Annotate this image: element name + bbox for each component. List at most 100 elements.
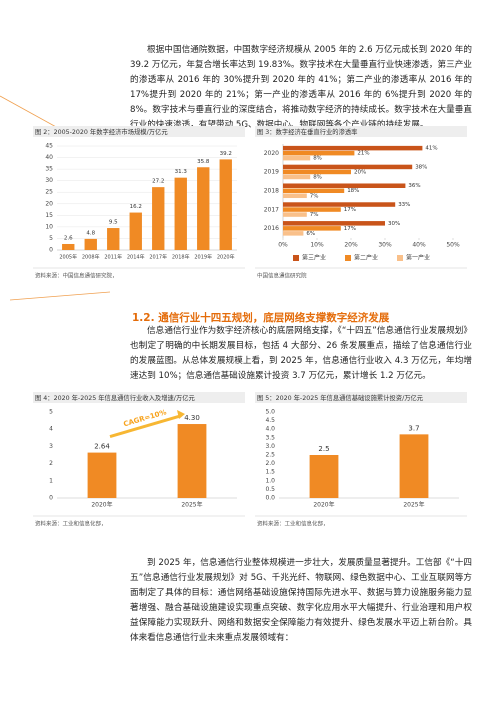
y-tick-label: 3.0 bbox=[265, 443, 275, 450]
y-tick-label: 35 bbox=[45, 166, 53, 173]
bar bbox=[152, 187, 165, 250]
title-band bbox=[255, 392, 467, 403]
bar bbox=[309, 455, 339, 498]
data-label: 2.6 bbox=[64, 235, 73, 241]
x-tick-label: 2008年 bbox=[82, 254, 100, 261]
y-tick-label: 1.5 bbox=[265, 469, 275, 476]
source: 资料来源：中国信息通信研究院， bbox=[35, 272, 118, 280]
chart: 图 5：2020 年-2025 年信息通信基础设施累计投资/万亿元资料来源：工业… bbox=[255, 392, 467, 528]
bar bbox=[283, 150, 355, 156]
x-tick-label: 20% bbox=[344, 242, 358, 249]
bar bbox=[399, 434, 429, 498]
title-band bbox=[33, 392, 245, 403]
bar bbox=[174, 177, 187, 250]
data-label: 3.7 bbox=[408, 424, 419, 432]
y-tick-label: 4.5 bbox=[265, 417, 275, 424]
x-tick-label: 10% bbox=[310, 242, 324, 249]
y-tick-label: 3 bbox=[49, 443, 53, 450]
y-tick-label: 4 bbox=[49, 426, 53, 433]
y-tick-label: 10 bbox=[45, 223, 53, 230]
y-tick-label: 2017 bbox=[264, 206, 279, 213]
data-label: 7% bbox=[310, 193, 319, 199]
bar bbox=[283, 188, 345, 194]
y-tick-label: 2.5 bbox=[265, 452, 275, 459]
bar bbox=[283, 212, 307, 217]
y-tick-label: 0 bbox=[49, 247, 53, 254]
paragraph: 信息通信行业作为数字经济核心的底层网络支撑，《“十四五”信息通信行业发展规划》也… bbox=[130, 326, 472, 381]
chart-title: 图 2：2005-2020 年数字经济市场规模/万亿元 bbox=[35, 127, 168, 136]
bar bbox=[197, 167, 210, 250]
source: 资料来源：工业和信息化部， bbox=[35, 520, 107, 528]
y-tick-label: 20 bbox=[45, 200, 53, 207]
data-label: 30% bbox=[388, 221, 400, 227]
y-tick-label: 1 bbox=[49, 477, 53, 484]
y-tick-label: 3.5 bbox=[265, 434, 275, 441]
bar bbox=[107, 228, 120, 250]
bar bbox=[283, 221, 385, 226]
source: 中国信息通信研究院 bbox=[257, 272, 307, 280]
y-tick-label: 1.0 bbox=[265, 477, 275, 484]
y-tick-label: 0.5 bbox=[265, 486, 275, 493]
x-tick-label: 40% bbox=[412, 242, 426, 249]
data-label: 35.8 bbox=[197, 159, 210, 165]
bar bbox=[283, 183, 406, 188]
paragraph: 到 2025 年，信息通信行业整体规模进一步壮大，发展质量显著提升。工信部《“十… bbox=[130, 558, 472, 643]
bar bbox=[283, 226, 341, 231]
data-label: 38% bbox=[415, 164, 427, 170]
x-tick-label: 2018年 bbox=[172, 254, 190, 261]
data-label: 39.2 bbox=[220, 151, 232, 157]
bar bbox=[87, 452, 117, 498]
title-band bbox=[255, 126, 467, 137]
data-label: 6% bbox=[306, 231, 315, 237]
bar bbox=[177, 424, 207, 498]
legend-label: 第一产业 bbox=[406, 254, 430, 262]
y-tick-label: 0.0 bbox=[265, 495, 275, 502]
x-tick-label: 2020年 bbox=[217, 254, 235, 261]
x-tick-label: 2019年 bbox=[194, 254, 212, 261]
y-tick-label: 2020 bbox=[264, 150, 279, 157]
chart-title: 图 3：数字经济在垂直行业的渗透率 bbox=[257, 127, 357, 136]
legend-swatch bbox=[397, 255, 403, 261]
legend-swatch bbox=[293, 255, 299, 261]
legend-swatch bbox=[345, 255, 351, 261]
data-label: 4.30 bbox=[184, 414, 200, 422]
bar bbox=[84, 238, 97, 250]
x-tick-label: 50% bbox=[446, 242, 460, 249]
y-tick-label: 2016 bbox=[264, 225, 279, 232]
data-label: 36% bbox=[408, 183, 420, 189]
y-tick-label: 2018 bbox=[264, 188, 279, 195]
y-tick-label: 40 bbox=[45, 154, 53, 161]
data-label: 27.2 bbox=[152, 179, 164, 185]
bar bbox=[283, 202, 396, 207]
data-label: 7% bbox=[310, 212, 319, 218]
y-tick-label: 2019 bbox=[264, 169, 279, 176]
bar bbox=[219, 159, 232, 250]
bar bbox=[62, 243, 75, 250]
bar bbox=[283, 169, 351, 175]
bar bbox=[129, 212, 142, 250]
annotation-arrow bbox=[109, 414, 181, 439]
data-label: 2.64 bbox=[94, 443, 110, 451]
bar bbox=[283, 145, 423, 151]
data-label: 17% bbox=[344, 226, 356, 232]
x-tick-label: 2025年 bbox=[181, 501, 202, 509]
x-tick-label: 2011年 bbox=[104, 254, 122, 261]
y-tick-label: 45 bbox=[45, 143, 53, 150]
y-tick-label: 15 bbox=[45, 212, 53, 219]
y-tick-label: 4.0 bbox=[265, 426, 275, 433]
title-band bbox=[33, 126, 245, 137]
x-tick-label: 2005年 bbox=[59, 254, 77, 261]
x-tick-label: 30% bbox=[378, 242, 392, 249]
annotation-arrowhead bbox=[177, 410, 185, 420]
y-tick-label: 5 bbox=[49, 235, 53, 242]
bar bbox=[283, 231, 304, 236]
y-tick-label: 25 bbox=[45, 189, 53, 196]
paragraph: 根据中国信通院数据，中国数字经济规模从 2005 年的 2.6 万亿元成长到 2… bbox=[130, 45, 472, 130]
data-label: 21% bbox=[357, 151, 369, 157]
data-label: 20% bbox=[354, 169, 366, 175]
chart: 图 4：2020 年-2025 年信息通信行业收入及增速/万亿元资料来源：工业和… bbox=[33, 392, 245, 528]
chart-title: 图 4：2020 年-2025 年信息通信行业收入及增速/万亿元 bbox=[35, 393, 196, 402]
data-label: 18% bbox=[347, 188, 359, 194]
y-tick-label: 5.0 bbox=[265, 409, 275, 416]
data-label: 17% bbox=[344, 207, 356, 213]
